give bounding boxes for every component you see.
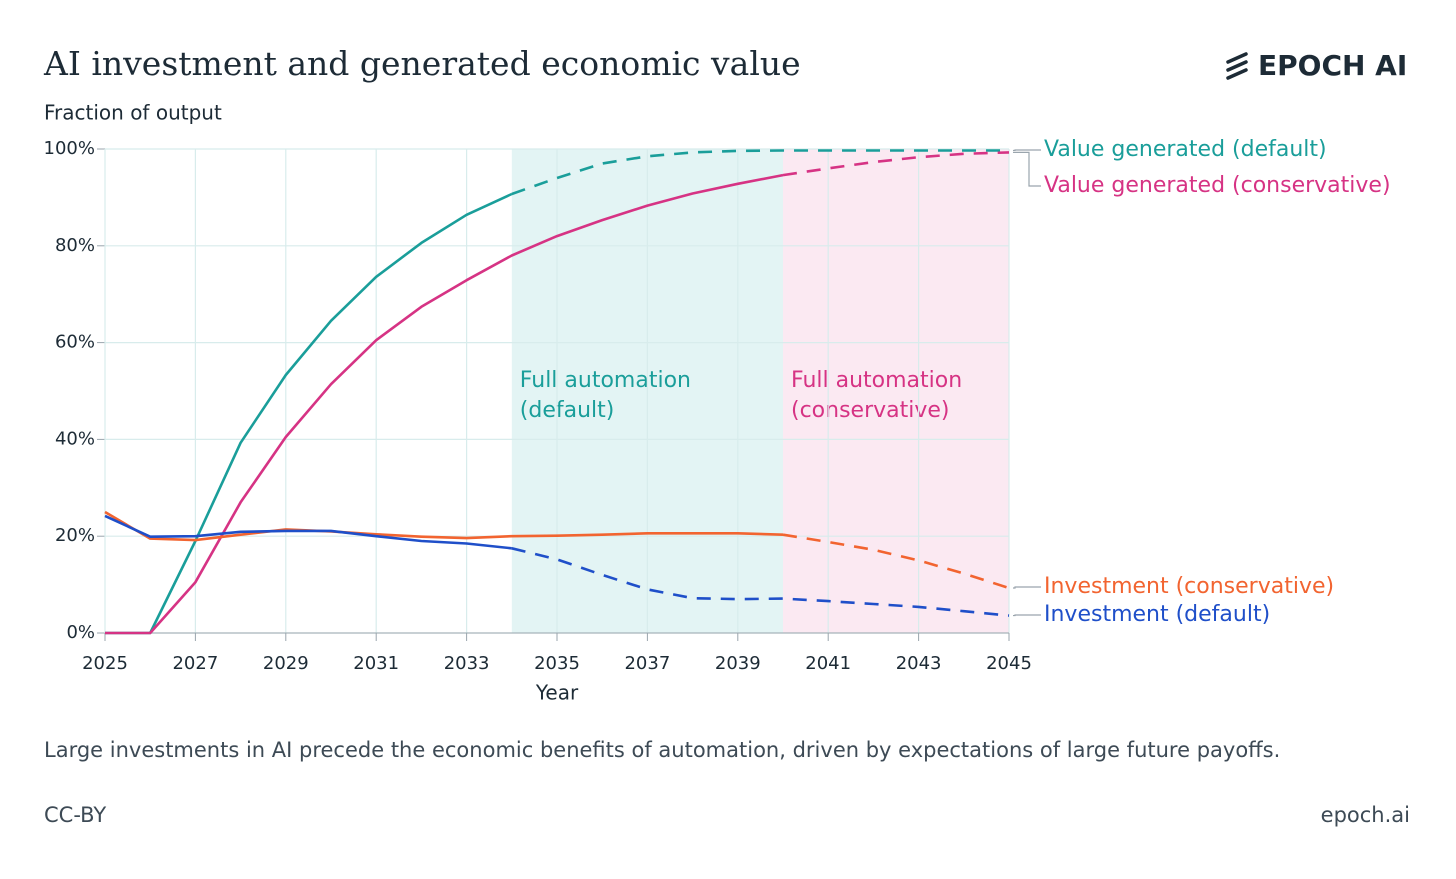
series-line: [511, 547, 1010, 617]
y-tick-label: 100%: [44, 138, 95, 159]
series-line: [105, 173, 784, 635]
legend-label: Value generated (default): [1044, 137, 1327, 162]
series-line: [104, 510, 784, 542]
y-tick-label: 80%: [55, 235, 95, 256]
series-line: [104, 514, 512, 550]
y-tick-label: 40%: [55, 428, 95, 449]
label-connector: [1013, 151, 1041, 187]
site: epoch.ai: [1321, 803, 1410, 827]
x-tick-label: 2039: [715, 653, 761, 674]
x-tick-label: 2043: [896, 653, 942, 674]
series-line: [511, 149, 1009, 196]
region-label: (conservative): [791, 398, 950, 423]
series-line: [105, 192, 513, 635]
x-tick-label: 2031: [353, 653, 399, 674]
chart-title: AI investment and generated economic val…: [43, 44, 801, 83]
label-connector: [1013, 586, 1041, 589]
region-label: Full automation: [520, 368, 691, 393]
x-axis-label: Year: [535, 681, 579, 705]
x-tick-label: 2037: [624, 653, 670, 674]
license: CC-BY: [44, 803, 106, 827]
x-tick-label: 2029: [263, 653, 309, 674]
automation-region: [783, 149, 1009, 633]
x-tick-label: 2041: [805, 653, 851, 674]
brand-logo: EPOCH AI: [1226, 49, 1407, 82]
series-line: [782, 533, 1010, 590]
caption: Large investments in AI precede the econ…: [44, 738, 1280, 762]
region-label: Full automation: [791, 368, 962, 393]
x-tick-label: 2033: [444, 653, 490, 674]
y-tick-label: 0%: [66, 622, 95, 643]
y-tick-label: 20%: [55, 525, 95, 546]
region-label: (default): [520, 398, 615, 423]
x-tick-label: 2035: [534, 653, 580, 674]
legend-label: Investment (conservative): [1044, 574, 1334, 599]
x-tick-label: 2045: [986, 653, 1032, 674]
label-connector: [1013, 614, 1041, 617]
legend-label: Investment (default): [1044, 602, 1270, 627]
x-tick-label: 2025: [82, 653, 128, 674]
legend-label: Value generated (conservative): [1044, 173, 1391, 198]
y-tick-label: 60%: [55, 332, 95, 353]
brand: EPOCH AI: [1258, 49, 1407, 82]
y-axis-label: Fraction of output: [44, 101, 222, 125]
x-tick-label: 2027: [172, 653, 218, 674]
